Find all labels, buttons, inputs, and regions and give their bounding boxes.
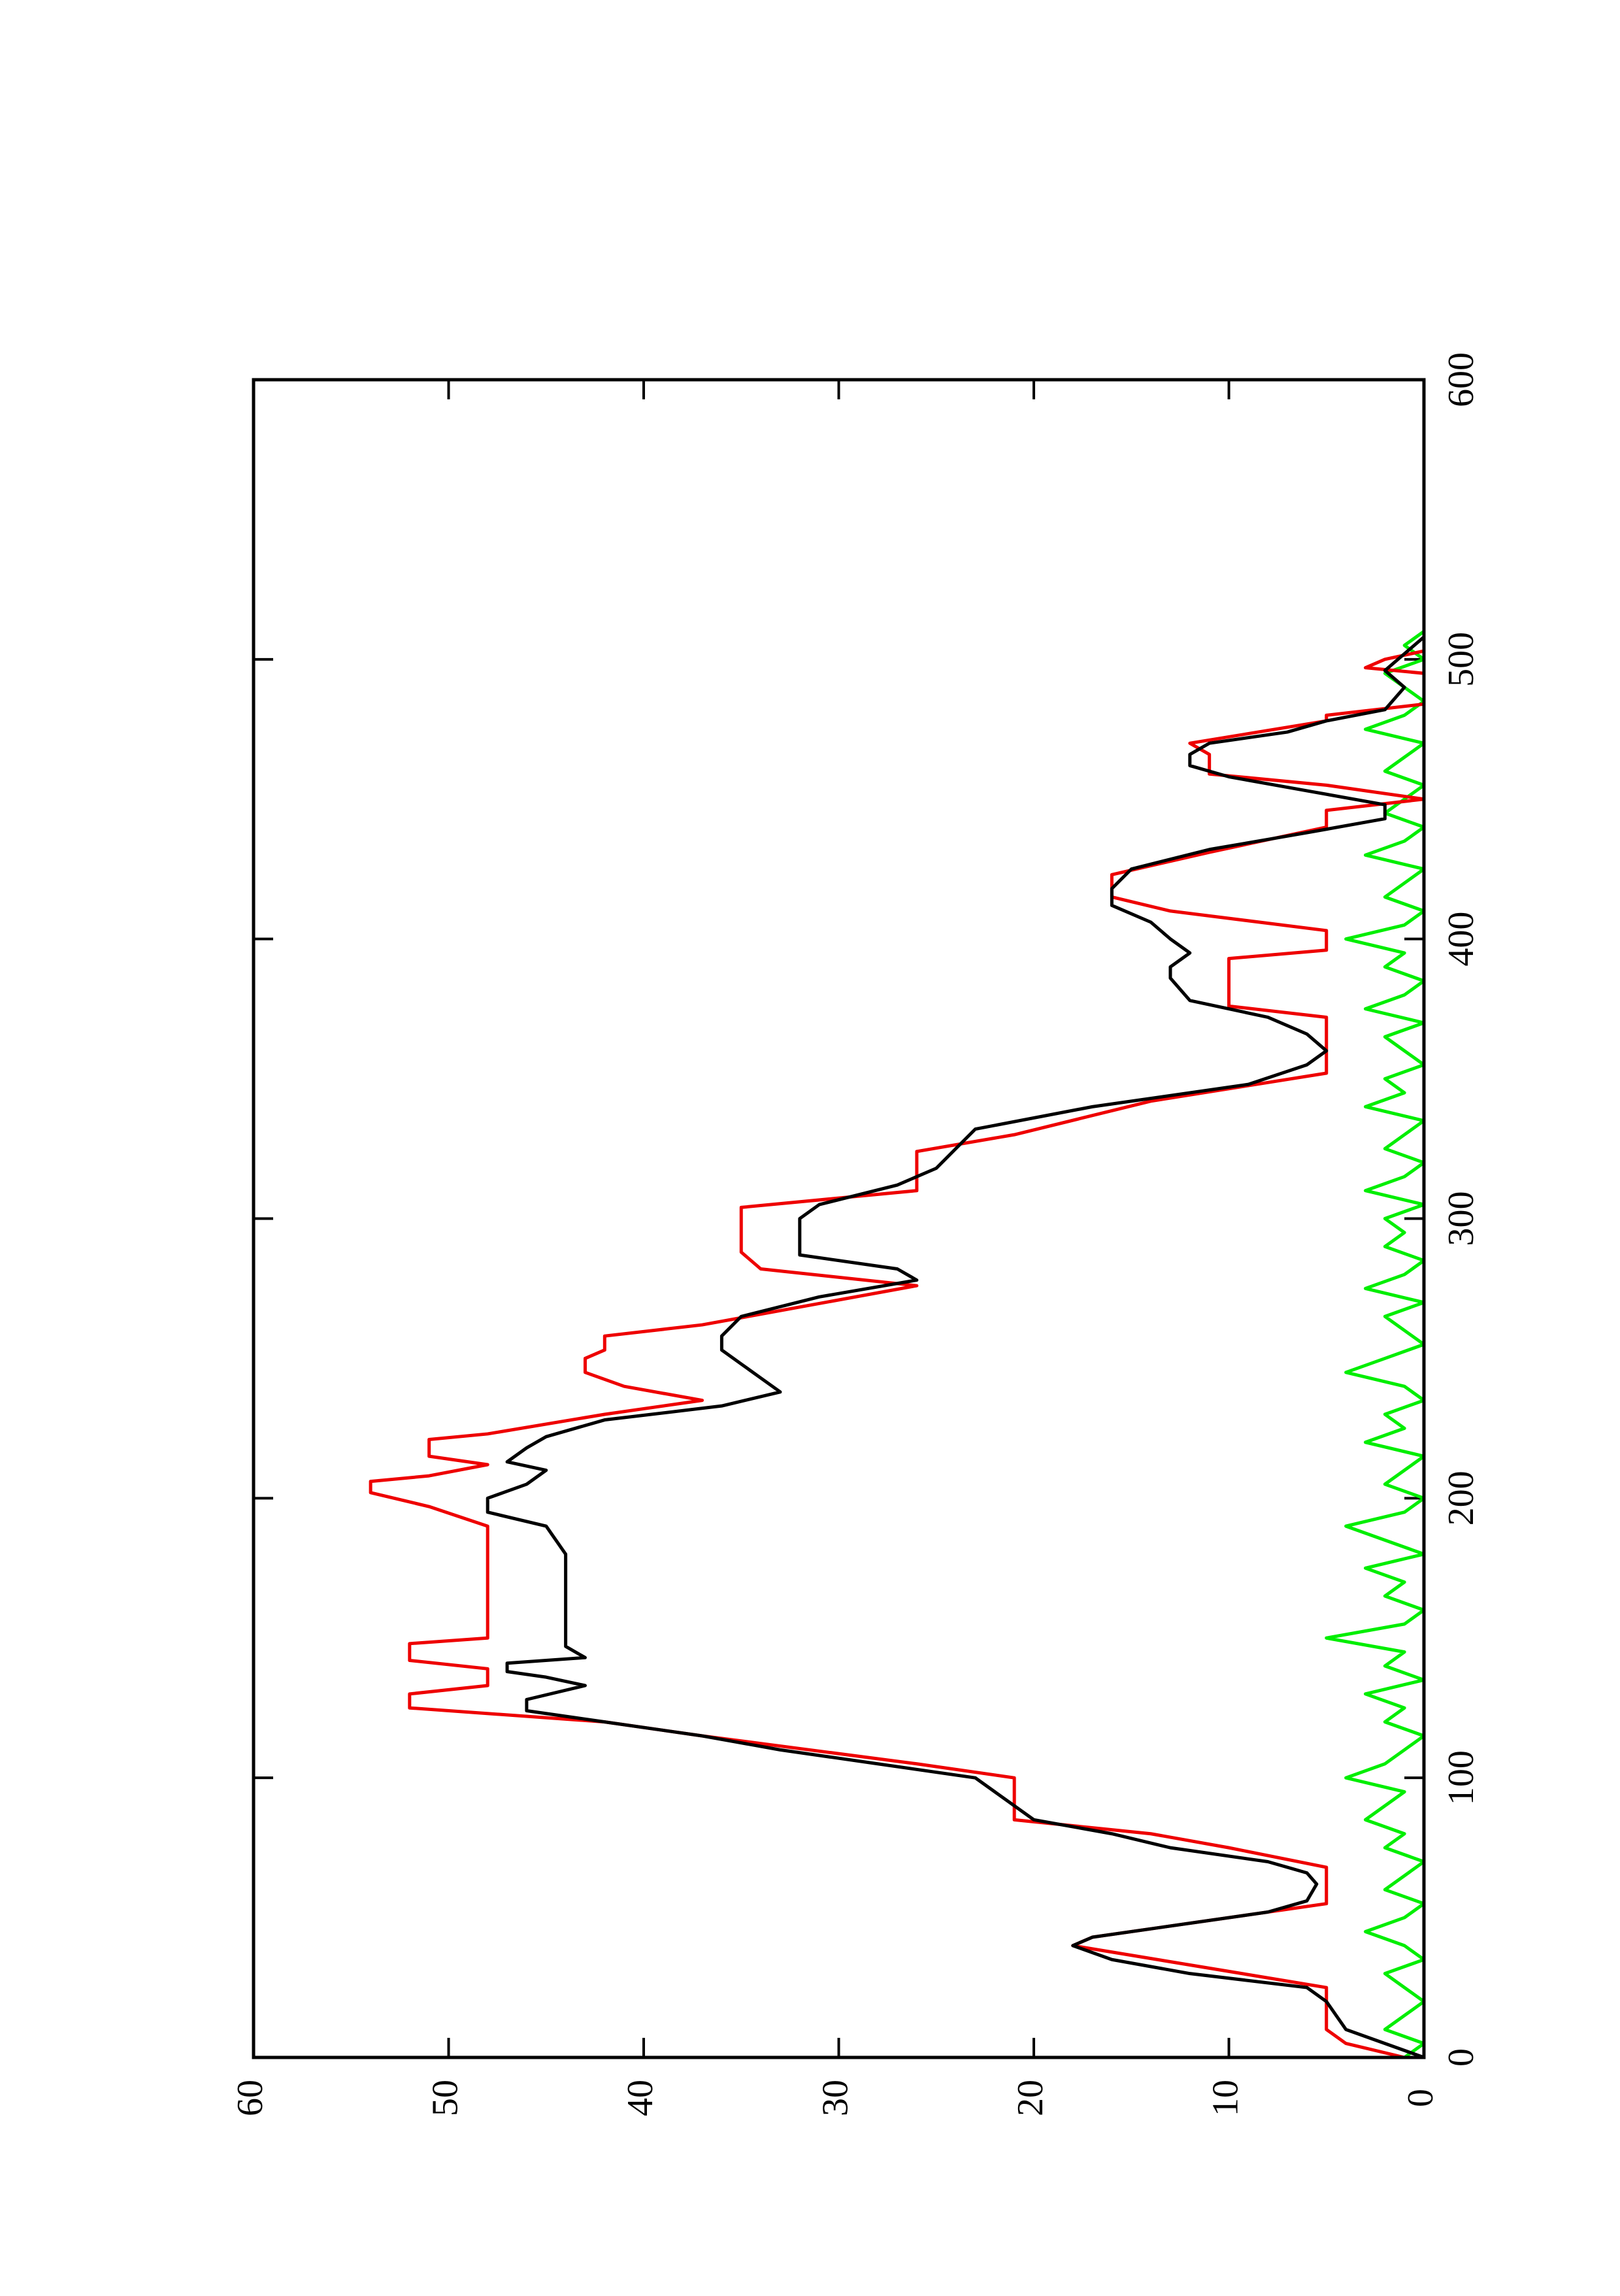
x-tick-label: 200 — [1441, 1471, 1481, 1525]
series-line — [369, 649, 1426, 2059]
x-tick-label: 400 — [1441, 912, 1481, 967]
x-tick-label: 500 — [1441, 632, 1481, 687]
y-tick-label: 40 — [620, 2080, 661, 2116]
series-line — [486, 635, 1425, 2059]
plot-frame — [252, 378, 1426, 2059]
x-tick-label: 300 — [1441, 1191, 1481, 1246]
x-tick-label: 100 — [1441, 1750, 1481, 1805]
y-tick-label: 30 — [815, 2080, 855, 2116]
x-tick-label: 600 — [1441, 352, 1481, 407]
x-tick-label: 0 — [1441, 2048, 1481, 2067]
y-tick-label: 50 — [425, 2080, 465, 2116]
y-tick-label: 20 — [1010, 2080, 1051, 2116]
y-tick-label: 60 — [230, 2080, 271, 2116]
y-tick-label: 10 — [1205, 2080, 1246, 2116]
y-tick-label: 0 — [1400, 2089, 1441, 2107]
